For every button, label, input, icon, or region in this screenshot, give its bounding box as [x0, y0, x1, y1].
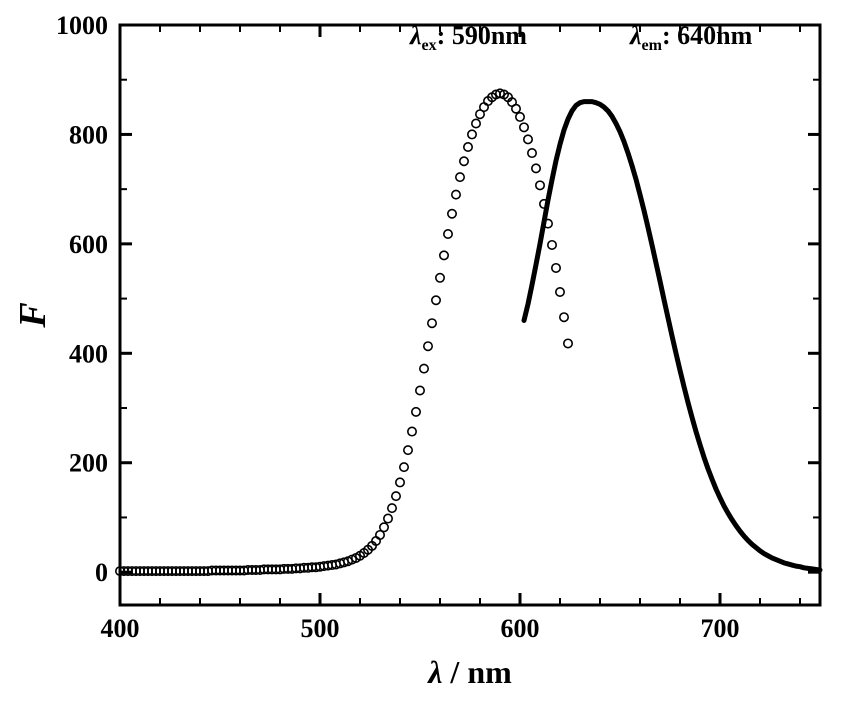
x-tick-label: 400 [101, 614, 140, 643]
chart-svg: 40050060070002004006008001000λ / nmFλex:… [0, 0, 852, 705]
series-excitation [116, 89, 572, 575]
x-axis-title: λ / nm [426, 654, 512, 690]
y-tick-label: 200 [69, 449, 108, 478]
y-tick-label: 1000 [56, 11, 108, 40]
y-tick-label: 0 [95, 558, 108, 587]
x-tick-label: 700 [701, 614, 740, 643]
y-axis-title: F [12, 302, 54, 328]
series-emission [524, 102, 820, 570]
y-tick-label: 400 [69, 339, 108, 368]
y-tick-label: 800 [69, 120, 108, 149]
x-tick-label: 600 [501, 614, 540, 643]
y-tick-label: 600 [69, 230, 108, 259]
x-tick-label: 500 [301, 614, 340, 643]
spectra-chart: 40050060070002004006008001000λ / nmFλex:… [0, 0, 852, 705]
